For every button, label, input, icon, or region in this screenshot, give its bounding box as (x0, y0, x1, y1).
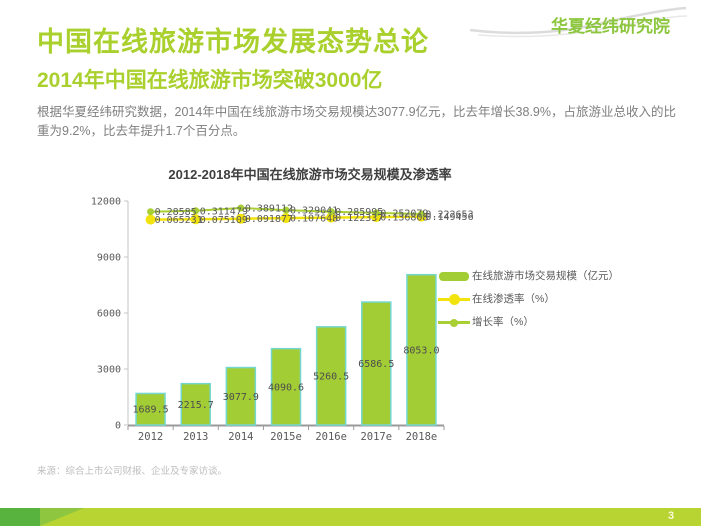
x-axis-label: 2017e (360, 431, 392, 443)
bottom-accent-bar (0, 508, 701, 526)
x-axis-label: 2013 (183, 431, 208, 443)
bar-value-label: 3077.9 (223, 392, 259, 403)
growth-marker (192, 207, 200, 215)
y-axis-label: 12000 (91, 197, 121, 208)
bar (315, 326, 347, 426)
brand-logo: 华夏经纬研究院 (468, 4, 688, 44)
bar-value-label: 2215.7 (178, 400, 214, 411)
penetration-marker (281, 213, 291, 224)
x-axis-label: 2012 (138, 431, 163, 443)
growth-data-label: 0.311479 (200, 206, 248, 217)
penetration-data-label: 0.091877 (245, 214, 293, 225)
legend-item: 增长率（%） (438, 316, 668, 329)
growth-data-label: 0.285995 (335, 207, 383, 218)
penetration-data-label: 0.149456 (425, 212, 473, 223)
bar (361, 301, 392, 426)
penetration-marker (190, 214, 201, 225)
penetration-marker (145, 214, 156, 225)
penetration-data-label: 0.065231 (155, 215, 203, 226)
legend-label: 在线旅游市场交易规模（亿元） (472, 270, 619, 282)
growth-data-label: 0.252079 (380, 208, 428, 219)
logo-swoosh-icon (469, 6, 688, 38)
y-axis-label: 3000 (97, 365, 121, 376)
bar-value-label: 8053.0 (403, 345, 439, 356)
y-axis-label: 0 (115, 421, 121, 432)
intro-paragraph: 根据华夏经纬研究数据，2014年中国在线旅游市场交易规模达3077.9亿元，比去… (37, 105, 676, 138)
growth-marker (327, 208, 335, 216)
penetration-marker (326, 212, 337, 223)
chart-legend: 在线旅游市场交易规模（亿元） 在线渗透率（%） 增长率（%） (438, 270, 668, 339)
growth-marker (372, 209, 380, 217)
legend-label: 在线渗透率（%） (472, 293, 555, 305)
x-axis-label: 2018e (406, 431, 438, 443)
growth-data-label: 0.28585 (155, 207, 197, 218)
bar (270, 347, 302, 426)
x-axis-label: 2016e (315, 431, 347, 443)
bar (225, 366, 257, 426)
x-axis-label: 2014 (228, 431, 253, 443)
page-number: 3 (667, 510, 675, 522)
legend-item: 在线渗透率（%） (438, 293, 668, 306)
bar-line-chart: 0 3000 6000 9000 12000 2012 2013 2014 2015e 2016e… (91, 197, 474, 444)
penetration-marker (235, 213, 246, 224)
bar-value-label: 1689.5 (133, 405, 169, 416)
y-axis-label: 9000 (97, 253, 121, 264)
page-title: 中国在线旅游市场发展态势总论 (37, 27, 429, 57)
page-subtitle: 2014年中国在线旅游市场突破3000亿 (37, 69, 383, 92)
bar (135, 392, 166, 426)
growth-marker (417, 210, 425, 218)
legend-bar-swatch-icon (438, 270, 470, 283)
bar-value-label: 5260.5 (313, 371, 349, 382)
chart-title: 2012-2018年中国在线旅游市场交易规模及渗透率 (168, 167, 452, 182)
growth-marker (147, 208, 155, 216)
bar (180, 382, 211, 426)
growth-data-label: 0.389112 (245, 203, 293, 214)
bar (406, 273, 437, 426)
penetration-data-label: 0.122337 (335, 213, 383, 224)
bar-value-label: 4090.6 (268, 382, 304, 393)
legend-line-marker-icon (438, 293, 470, 306)
penetration-data-label: 0.136808 (380, 213, 428, 224)
brand-name: 华夏经纬研究院 (551, 17, 670, 36)
source-note: 来源：综合上市公司财报、企业及专家访谈。 (37, 466, 228, 477)
growth-data-label: 0.222653 (425, 209, 473, 220)
bar-value-label: 6586.5 (358, 359, 394, 370)
penetration-data-label: 0.075109 (200, 215, 248, 226)
legend-item: 在线旅游市场交易规模（亿元） (438, 270, 668, 283)
growth-marker (237, 204, 245, 212)
legend-label: 增长率（%） (472, 316, 534, 328)
penetration-data-label: 0.107648 (290, 214, 338, 225)
growth-marker (282, 206, 290, 214)
growth-data-label: 0.329041 (290, 206, 338, 217)
x-axis-label: 2015e (270, 431, 302, 443)
legend-line-marker-icon (438, 316, 470, 329)
y-axis-label: 6000 (97, 309, 121, 320)
